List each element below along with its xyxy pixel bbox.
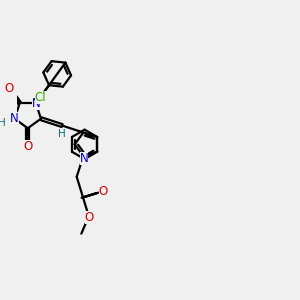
Text: O: O bbox=[99, 184, 108, 198]
Text: N: N bbox=[32, 97, 40, 110]
Text: Cl: Cl bbox=[34, 91, 46, 103]
Text: H: H bbox=[0, 118, 6, 128]
Text: H: H bbox=[58, 129, 66, 139]
Text: N: N bbox=[10, 112, 19, 125]
Text: N: N bbox=[80, 152, 88, 165]
Text: O: O bbox=[4, 82, 14, 95]
Text: O: O bbox=[23, 140, 32, 153]
Text: O: O bbox=[85, 211, 94, 224]
